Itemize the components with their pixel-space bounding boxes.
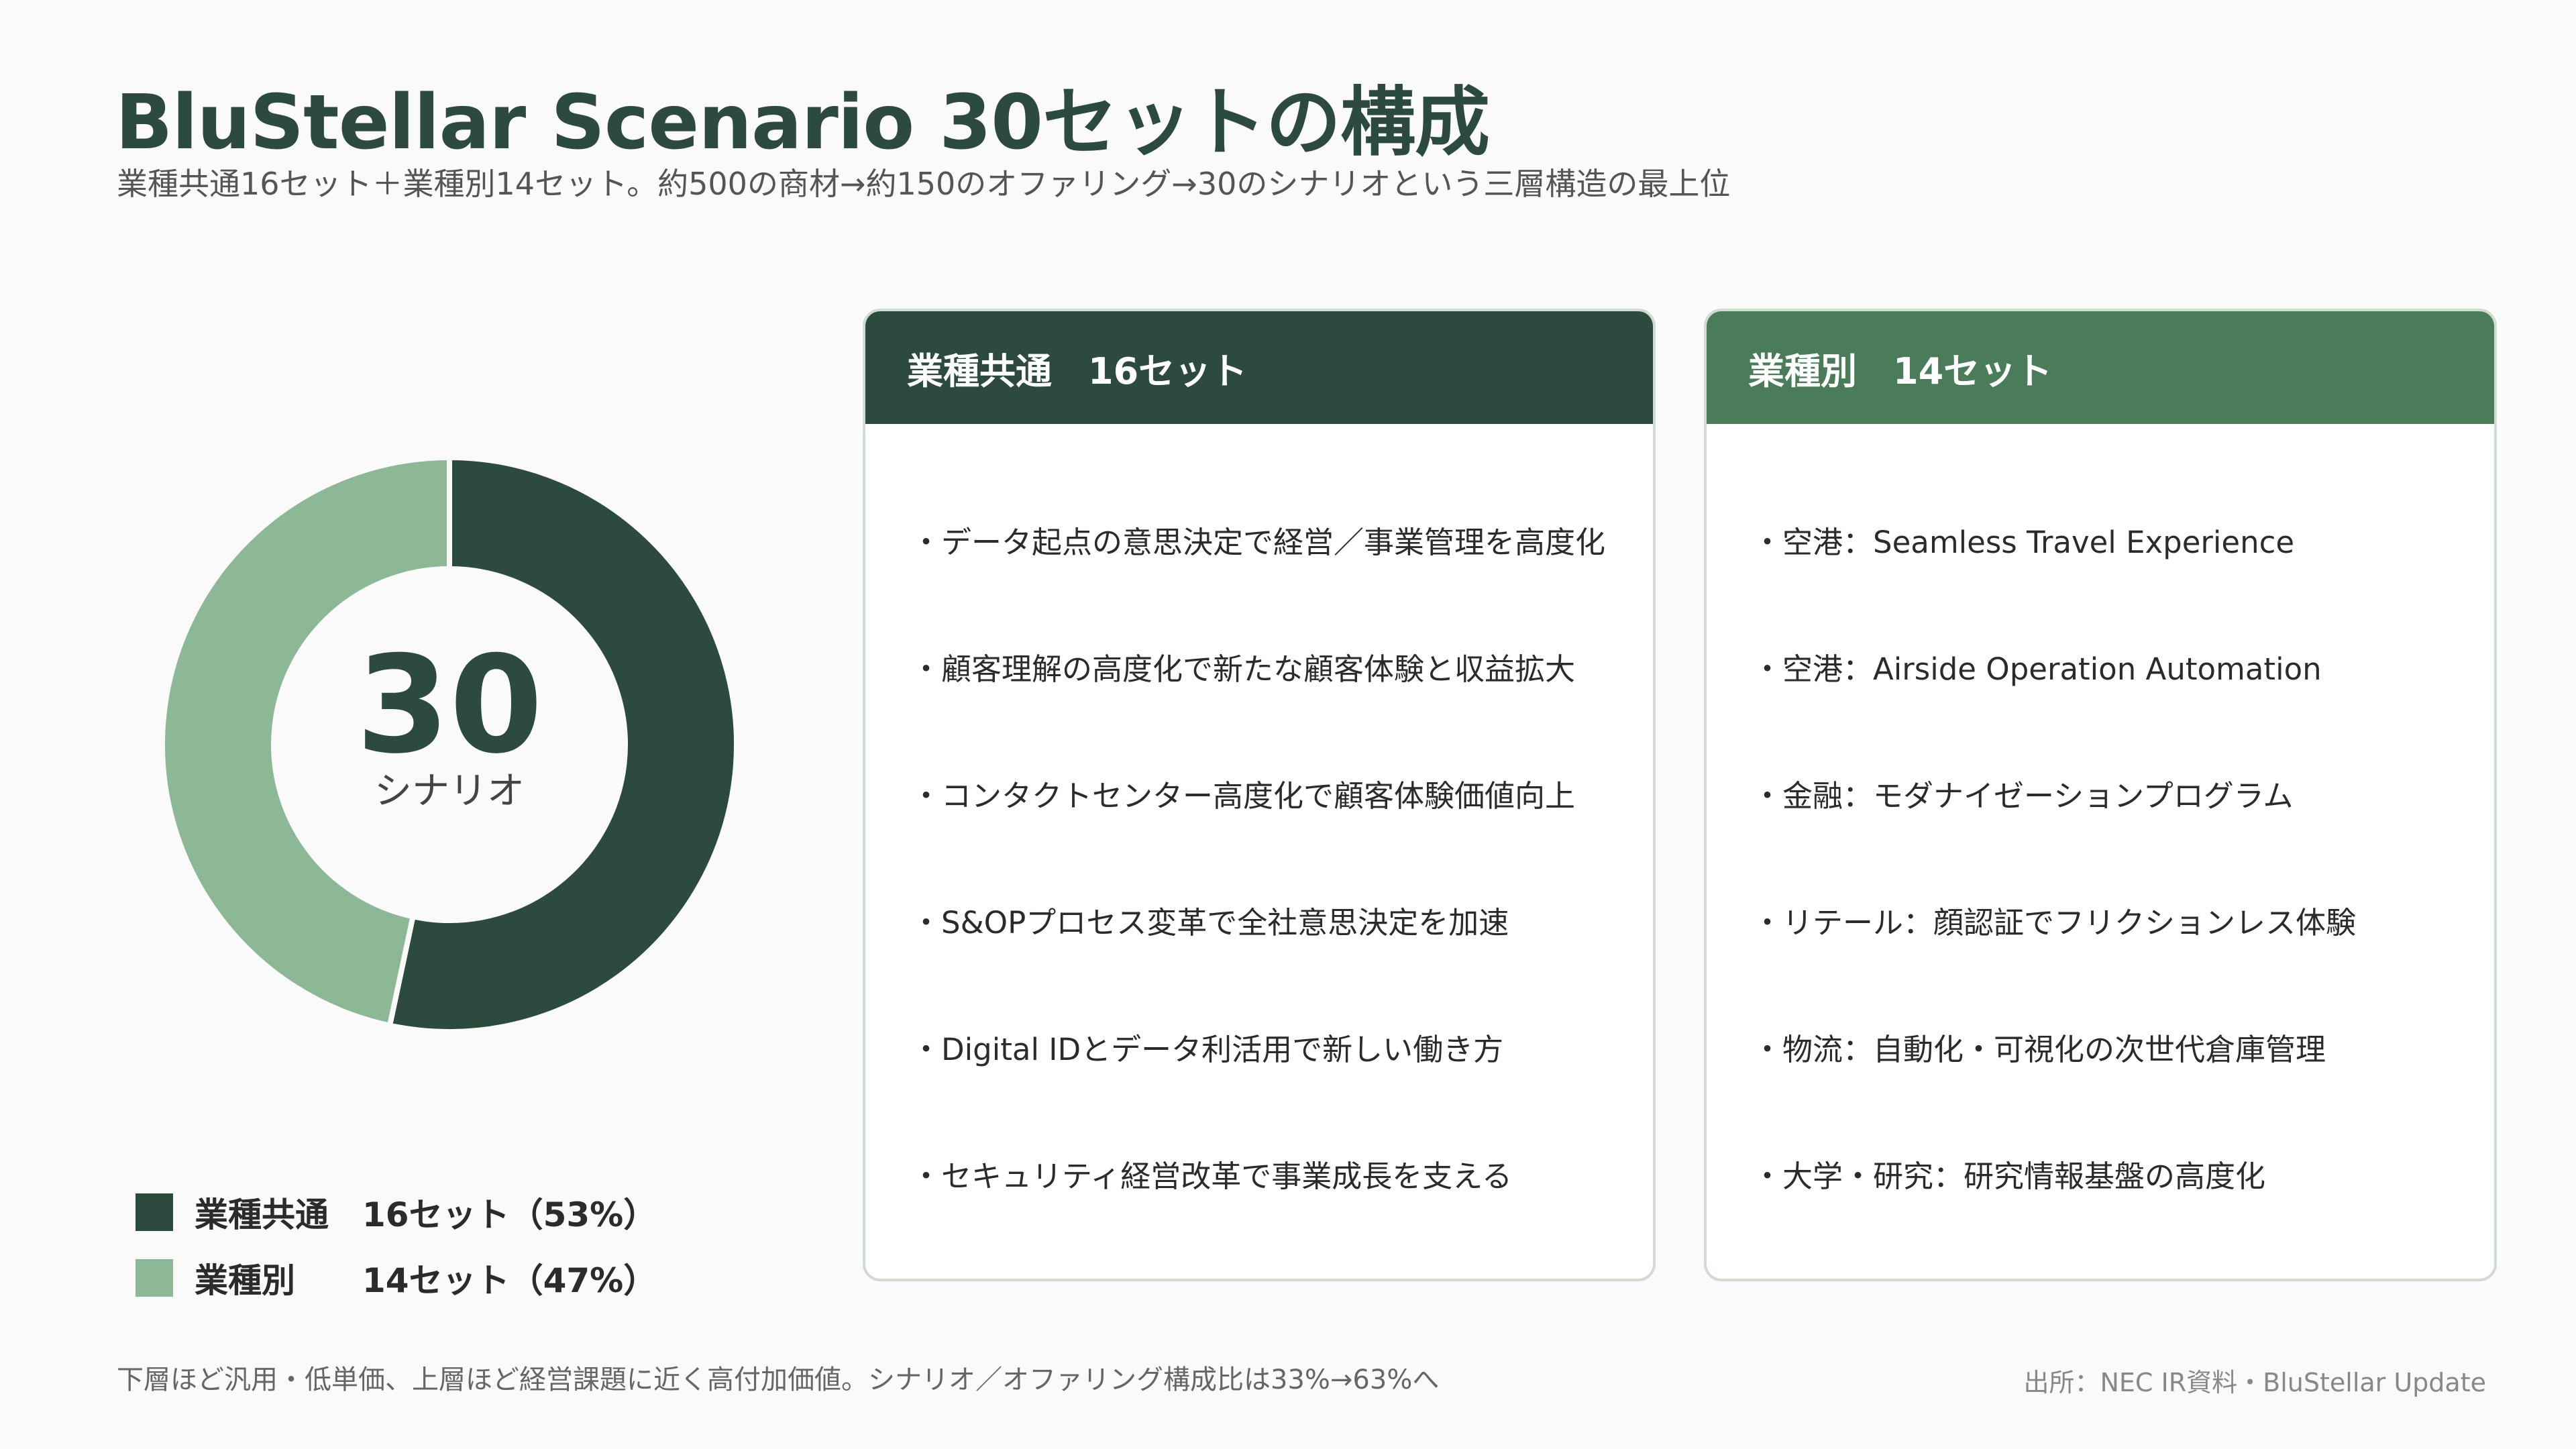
donut-chart: 30 シナリオ <box>161 456 738 1033</box>
donut-slice-0 <box>386 456 738 1033</box>
card-industry-sets: 業種別 14セット ・空港：Seamless Travel Experience… <box>1704 309 2497 1281</box>
list-item: ・空港：Airside Operation Automation <box>1752 651 2322 687</box>
legend-swatch-common <box>136 1193 173 1231</box>
source-note: 出所：NEC IR資料・BluStellar Update <box>2023 1368 2487 1397</box>
card-common-sets: 業種共通 16セット ・データ起点の意思決定で経営／事業管理を高度化 ・顧客理解… <box>863 309 1656 1281</box>
list-item: ・リテール：顔認証でフリクションレス体験 <box>1752 905 2357 941</box>
legend-label-industry: 業種別 <box>195 1261 295 1300</box>
list-item: ・S&OPプロセス変革で全社意思決定を加速 <box>911 905 1509 941</box>
list-item: ・物流：自動化・可視化の次世代倉庫管理 <box>1752 1032 2326 1067</box>
list-item: ・金融：モダナイゼーションプログラム <box>1752 778 2294 814</box>
footnote: 下層ほど汎用・低単価、上層ほど経営課題に近く高付加価値。シナリオ／オファリング構… <box>117 1364 1440 1395</box>
card-header-common: 業種共通 16セット <box>865 311 1653 424</box>
card-list-industry: ・空港：Seamless Travel Experience ・空港：Airsi… <box>1707 424 2494 1279</box>
donut-center-label: シナリオ <box>374 769 525 813</box>
donut-center-value: 30 <box>356 627 543 784</box>
legend-item-common: 業種共通 16セット（53%） <box>136 1191 657 1234</box>
list-item: ・コンタクトセンター高度化で顧客体験価値向上 <box>911 778 1576 814</box>
card-header-industry: 業種別 14セット <box>1707 311 2494 424</box>
card-list-common: ・データ起点の意思決定で経営／事業管理を高度化 ・顧客理解の高度化で新たな顧客体… <box>865 424 1653 1279</box>
legend-value-industry: 14セット（47%） <box>362 1261 657 1300</box>
list-item: ・データ起点の意思決定で経営／事業管理を高度化 <box>911 525 1606 560</box>
legend-item-industry: 業種別 14セット（47%） <box>136 1257 657 1300</box>
donut-slice-1 <box>161 456 452 1029</box>
page-title: BluStellar Scenario 30セットの構成 <box>115 79 1490 166</box>
list-item: ・空港：Seamless Travel Experience <box>1752 525 2295 560</box>
legend-value-common: 16セット（53%） <box>362 1195 657 1234</box>
list-item: ・大学・研究：研究情報基盤の高度化 <box>1752 1159 2266 1194</box>
legend-label-common: 業種共通 <box>195 1195 329 1234</box>
page-subtitle: 業種共通16セット＋業種別14セット。約500の商材→約150のオファリング→3… <box>117 166 1731 202</box>
list-item: ・セキュリティ経営改革で事業成長を支える <box>911 1159 1512 1194</box>
legend-swatch-industry <box>136 1259 173 1297</box>
chart-legend: 業種共通 16セット（53%） 業種別 14セット（47%） <box>136 1191 657 1323</box>
list-item: ・Digital IDとデータ利活用で新しい働き方 <box>911 1032 1504 1067</box>
list-item: ・顧客理解の高度化で新たな顧客体験と収益拡大 <box>911 651 1576 687</box>
